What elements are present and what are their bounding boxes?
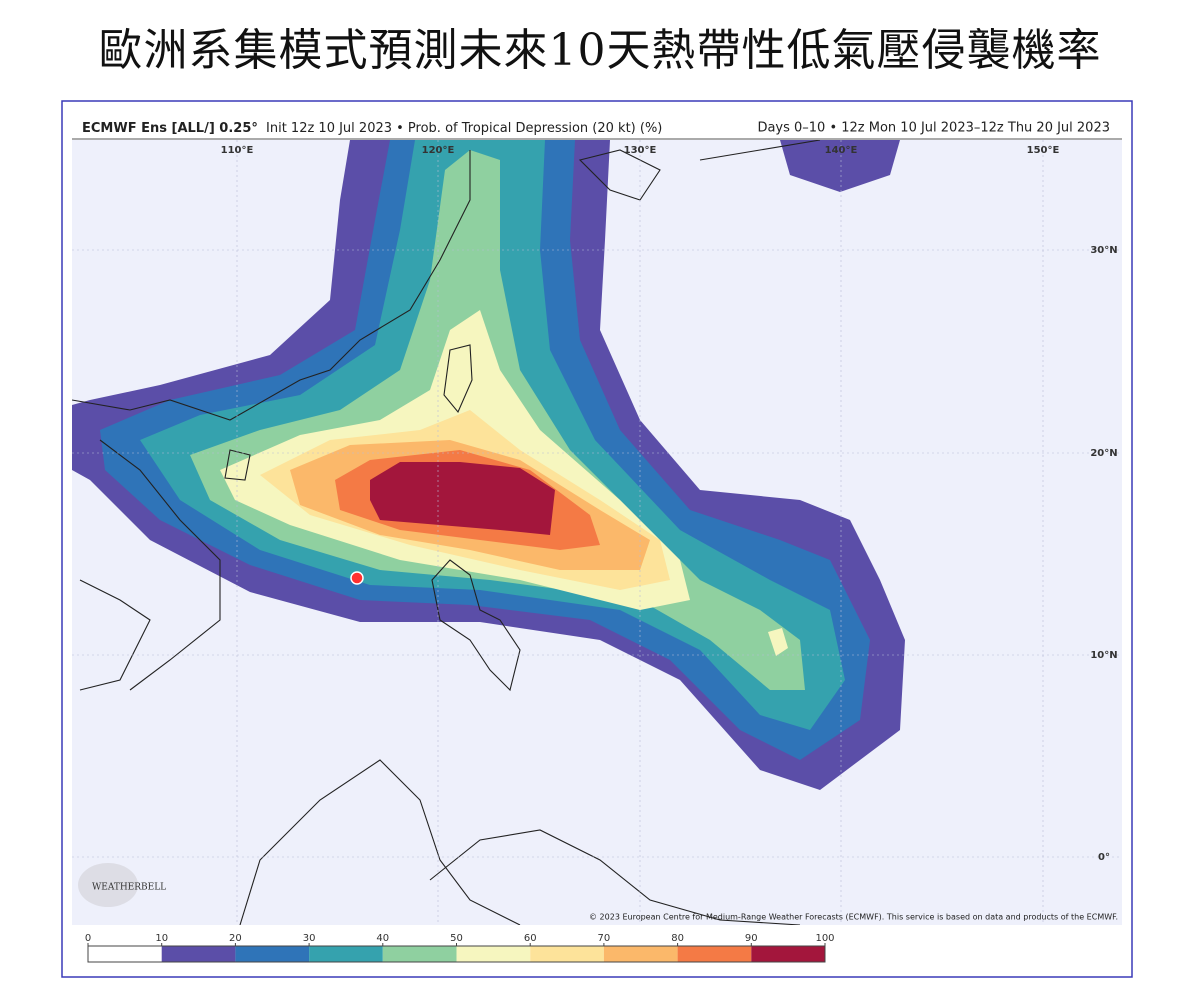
coastline	[72, 150, 471, 421]
coastlines	[72, 140, 821, 925]
colorbar-bin	[603, 946, 678, 962]
colorbar: 0 10 20 30 40 50 60 70 80 90 100	[85, 933, 835, 963]
colorbar-tick-label: 20	[229, 933, 242, 944]
header-info: Init 12z 10 Jul 2023 • Prob. of Tropical…	[266, 121, 662, 136]
coastline	[431, 559, 521, 692]
colorbar-bin	[677, 946, 752, 962]
header-period: Days 0–10 • 12z Mon 10 Jul 2023–12z Thu …	[757, 121, 1110, 136]
colorbar-tick-label: 70	[598, 933, 611, 944]
colorbar-tick-label: 40	[376, 933, 389, 944]
colorbar-tick-label: 10	[155, 933, 168, 944]
colorbar-tick-label: 80	[671, 933, 684, 944]
coastline	[443, 344, 473, 414]
probability-field	[72, 140, 905, 790]
colorbar-bin	[530, 946, 604, 962]
coastline	[79, 579, 151, 691]
header-model: ECMWF Ens [ALL/] 0.25°	[82, 121, 258, 136]
longitude-label: 110°E	[221, 145, 254, 156]
colorbar-tick-label: 60	[524, 933, 537, 944]
colorbar-tick-label: 90	[745, 933, 758, 944]
coastline	[99, 439, 221, 691]
probability-contour	[780, 140, 900, 192]
map	[72, 140, 1122, 925]
coastline	[578, 149, 661, 201]
colorbar-bin	[88, 946, 162, 962]
latitude-label: 0°	[1098, 852, 1110, 863]
colorbar-bin	[235, 946, 310, 962]
colorbar-tick-label: 100	[815, 933, 834, 944]
longitude-label: 120°E	[422, 145, 455, 156]
colorbar-tick-label: 50	[450, 933, 463, 944]
graticule	[72, 140, 1122, 925]
page-title: 歐洲系集模式預測未來10天熱帶性低氣壓侵襲機率	[98, 25, 1102, 76]
longitude-label: 150°E	[1027, 145, 1060, 156]
copyright: © 2023 European Centre for Medium-Range …	[589, 913, 1118, 922]
location-marker	[350, 571, 364, 585]
probability-contour	[768, 628, 788, 656]
coastline	[429, 829, 801, 925]
colorbar-bin	[161, 946, 236, 962]
colorbar-bin	[456, 946, 531, 962]
colorbar-tick-label: 30	[303, 933, 316, 944]
coastline	[699, 140, 821, 161]
probability-contour	[370, 462, 555, 535]
header-text: ECMWF Ens [ALL/] 0.25° Init 12z 10 Jul 2…	[82, 121, 662, 136]
longitude-label: 130°E	[624, 145, 657, 156]
latitude-label: 30°N	[1090, 245, 1117, 256]
header-bar	[72, 117, 1122, 140]
logo: WEATHERBELL	[92, 883, 166, 893]
latitude-label: 20°N	[1090, 448, 1117, 459]
logo-mark	[78, 863, 138, 907]
colorbar-bin	[309, 946, 383, 962]
longitude-label: 140°E	[825, 145, 858, 156]
colorbar-tick-label: 0	[85, 933, 91, 944]
colorbar-bin	[751, 946, 825, 962]
latitude-label: 10°N	[1090, 650, 1117, 661]
coastline	[239, 759, 521, 925]
colorbar-bin	[382, 946, 457, 962]
coastline	[224, 449, 251, 481]
